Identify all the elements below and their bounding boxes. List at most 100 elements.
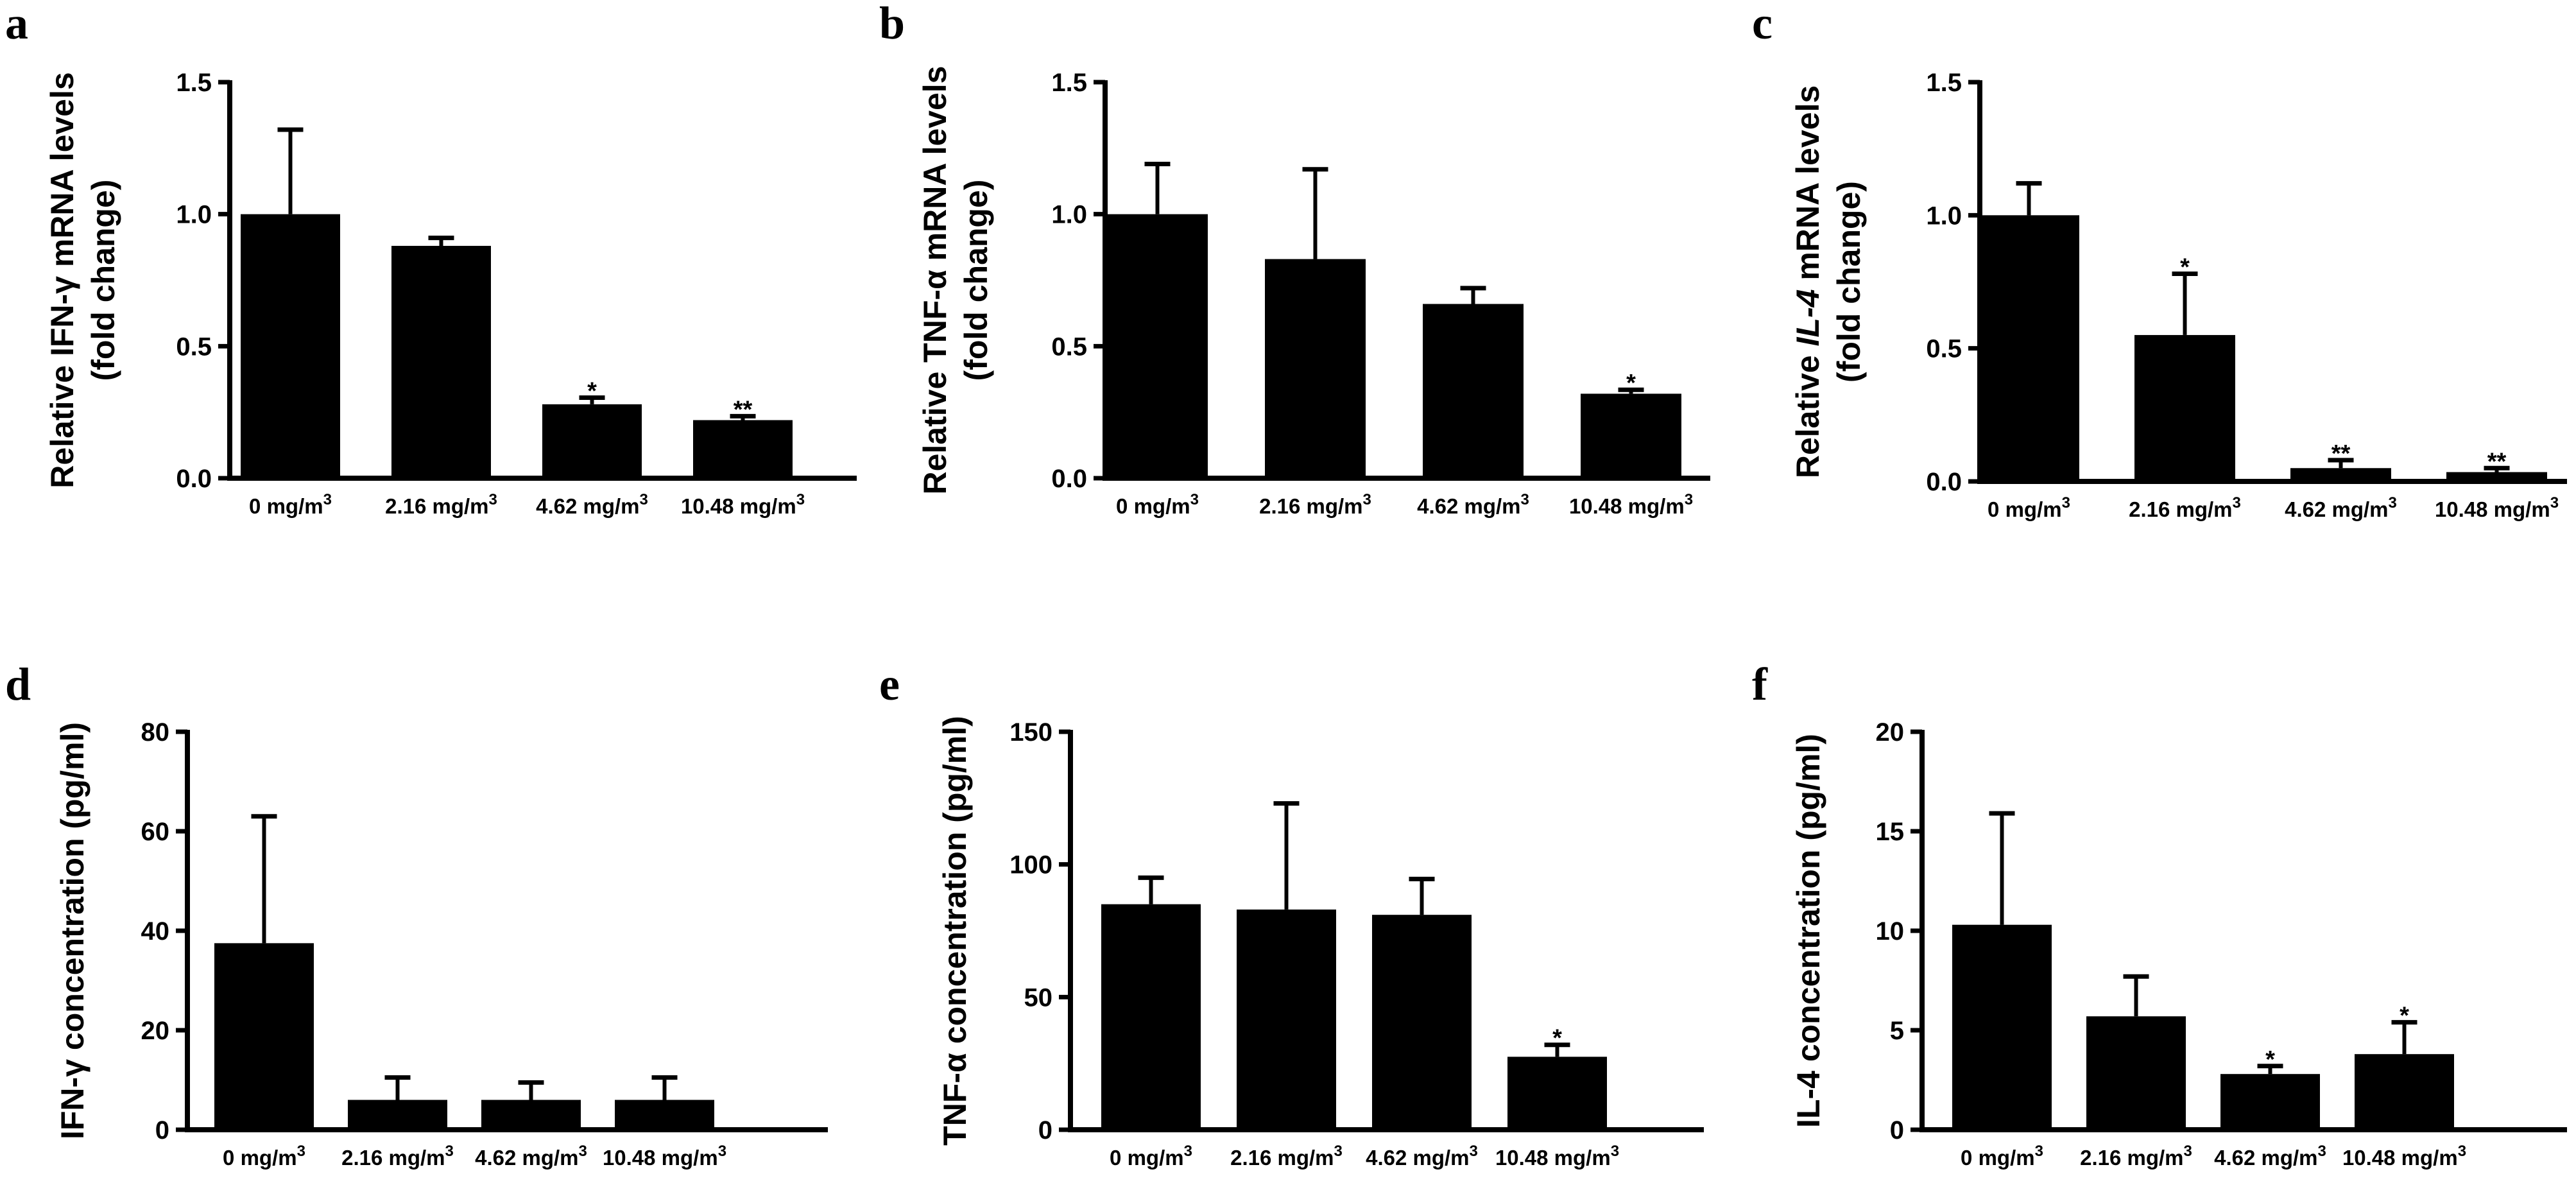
bar bbox=[348, 1100, 447, 1130]
bar bbox=[2446, 472, 2547, 481]
y-tick-label: 1.0 bbox=[1926, 202, 1962, 230]
bar bbox=[693, 420, 793, 478]
category-label: 10.48 mg/m3 bbox=[1495, 1143, 1619, 1170]
significance-marker: * bbox=[1626, 370, 1636, 397]
significance-marker: ** bbox=[734, 396, 753, 423]
panel-c: c 0.0 0.5 1.0 1.5 0 mg/m3 * 2.16 mg/m3 ** 4.62 mg… bbox=[1752, 0, 2567, 521]
category-label: 0 mg/m3 bbox=[223, 1143, 305, 1170]
y-axis-title-line1: Relative IFN-γ mRNA levels bbox=[44, 72, 80, 488]
category-label: 2.16 mg/m3 bbox=[1230, 1143, 1343, 1170]
y-axis-title-line1: IFN-γ concentration (pg/ml) bbox=[55, 722, 90, 1139]
panel-letter: a bbox=[5, 0, 28, 49]
bar bbox=[1979, 215, 2079, 481]
y-tick-label: 0.5 bbox=[1051, 333, 1087, 361]
category-label: 0 mg/m3 bbox=[1961, 1143, 2043, 1170]
panel-b: b 0.0 0.5 1.0 1.5 0 mg/m3 2.16 mg/m3 4.62 mg/m3… bbox=[879, 0, 1710, 518]
bar bbox=[214, 943, 314, 1130]
panel-letter: c bbox=[1752, 0, 1773, 49]
category-label: 4.62 mg/m3 bbox=[1366, 1143, 1478, 1170]
y-tick-label: 40 bbox=[141, 917, 170, 946]
y-axis-title: TNF-α concentration (pg/ml) bbox=[937, 716, 973, 1146]
y-tick-label: 1.0 bbox=[1051, 201, 1087, 229]
bar bbox=[1581, 393, 1681, 478]
bar bbox=[1372, 915, 1472, 1130]
y-tick-label: 0.5 bbox=[1926, 335, 1962, 363]
bar bbox=[2220, 1074, 2320, 1130]
significance-marker: ** bbox=[2331, 440, 2351, 467]
y-axis-title: Relative IFN-γ mRNA levels(fold change) bbox=[44, 72, 121, 488]
y-axis-title-line2: (fold change) bbox=[958, 180, 994, 381]
bar bbox=[1423, 304, 1524, 478]
y-tick-label: 1.5 bbox=[1926, 69, 1962, 97]
category-label: 2.16 mg/m3 bbox=[341, 1143, 454, 1170]
category-label: 4.62 mg/m3 bbox=[475, 1143, 587, 1170]
significance-marker: * bbox=[2265, 1046, 2275, 1073]
category-label: 2.16 mg/m3 bbox=[385, 491, 497, 518]
bar bbox=[615, 1100, 714, 1130]
panel-letter: f bbox=[1752, 659, 1768, 710]
panel-letter: b bbox=[879, 0, 905, 49]
bar bbox=[2134, 334, 2235, 481]
panel-d: d 0 20 40 60 80 0 mg/m3 2.16 mg/m3 4.62 mg/m3 10.… bbox=[5, 659, 828, 1170]
category-label: 2.16 mg/m3 bbox=[2129, 494, 2241, 521]
y-tick-label: 1.5 bbox=[1051, 69, 1087, 97]
y-tick-label: 50 bbox=[1024, 983, 1053, 1012]
y-axis-title: IL-4 concentration (pg/ml) bbox=[1790, 734, 1826, 1128]
category-label: 0 mg/m3 bbox=[1988, 494, 2070, 521]
bar bbox=[542, 404, 642, 478]
significance-marker: * bbox=[2180, 254, 2190, 281]
y-tick-label: 1.0 bbox=[176, 201, 212, 229]
y-tick-label: 10 bbox=[1876, 917, 1905, 946]
significance-marker: * bbox=[1552, 1025, 1562, 1052]
category-label: 0 mg/m3 bbox=[1116, 491, 1199, 518]
y-tick-label: 80 bbox=[141, 718, 170, 747]
bar bbox=[2086, 1016, 2186, 1130]
significance-marker: * bbox=[2400, 1003, 2409, 1030]
significance-marker: ** bbox=[2487, 448, 2507, 475]
bar bbox=[1507, 1057, 1607, 1130]
category-label: 10.48 mg/m3 bbox=[2435, 494, 2559, 521]
y-tick-label: 0 bbox=[155, 1116, 169, 1144]
y-tick-label: 20 bbox=[1876, 718, 1905, 747]
bar bbox=[481, 1100, 581, 1130]
y-tick-label: 1.5 bbox=[176, 69, 212, 97]
category-label: 10.48 mg/m3 bbox=[681, 491, 805, 518]
category-label: 4.62 mg/m3 bbox=[2285, 494, 2397, 521]
panel-f: f 0 5 10 15 20 0 mg/m3 2.16 mg/m3 * 4.62 mg/m3 * 10… bbox=[1752, 659, 2567, 1170]
significance-marker: * bbox=[587, 378, 597, 405]
y-tick-label: 15 bbox=[1876, 818, 1905, 846]
y-tick-label: 0 bbox=[1890, 1116, 1904, 1144]
y-tick-label: 0.0 bbox=[1051, 465, 1087, 493]
y-tick-label: 0.0 bbox=[176, 465, 212, 493]
y-tick-label: 5 bbox=[1890, 1017, 1904, 1045]
bar bbox=[2290, 468, 2391, 481]
category-label: 2.16 mg/m3 bbox=[2080, 1143, 2192, 1170]
category-label: 10.48 mg/m3 bbox=[603, 1143, 726, 1170]
category-label: 10.48 mg/m3 bbox=[2342, 1143, 2466, 1170]
y-tick-label: 60 bbox=[141, 818, 170, 846]
y-tick-label: 20 bbox=[141, 1017, 170, 1045]
y-axis-title: Relative TNF-α mRNA levels(fold change) bbox=[917, 66, 994, 495]
bar bbox=[1237, 909, 1336, 1130]
y-tick-label: 100 bbox=[1009, 851, 1052, 879]
panel-e: e 0 50 100 150 0 mg/m3 2.16 mg/m3 4.62 mg/m3 * 10… bbox=[879, 659, 1704, 1170]
bar bbox=[241, 214, 340, 478]
y-axis-title-line1: IL-4 concentration (pg/ml) bbox=[1790, 734, 1826, 1128]
bar bbox=[1952, 924, 2052, 1130]
category-label: 0 mg/m3 bbox=[1110, 1143, 1192, 1170]
y-axis-title-line2: (fold change) bbox=[1831, 181, 1867, 383]
y-tick-label: 0 bbox=[1038, 1116, 1052, 1144]
y-axis-title-line1: Relative IL-4 mRNA levels bbox=[1790, 85, 1826, 478]
y-tick-label: 0.0 bbox=[1926, 468, 1962, 496]
panel-a: a 0.0 0.5 1.0 1.5 0 mg/m3 2.16 mg/m3 * 4.62 mg/m… bbox=[5, 0, 857, 518]
category-label: 4.62 mg/m3 bbox=[2214, 1143, 2326, 1170]
panel-letter: d bbox=[5, 659, 31, 710]
category-label: 4.62 mg/m3 bbox=[1417, 491, 1529, 518]
category-label: 4.62 mg/m3 bbox=[536, 491, 648, 518]
bar bbox=[1107, 214, 1208, 478]
category-label: 0 mg/m3 bbox=[249, 491, 332, 518]
y-axis-title: IFN-γ concentration (pg/ml) bbox=[55, 722, 90, 1139]
y-tick-label: 0.5 bbox=[176, 333, 212, 361]
bar bbox=[1101, 904, 1201, 1130]
bar bbox=[391, 246, 491, 478]
